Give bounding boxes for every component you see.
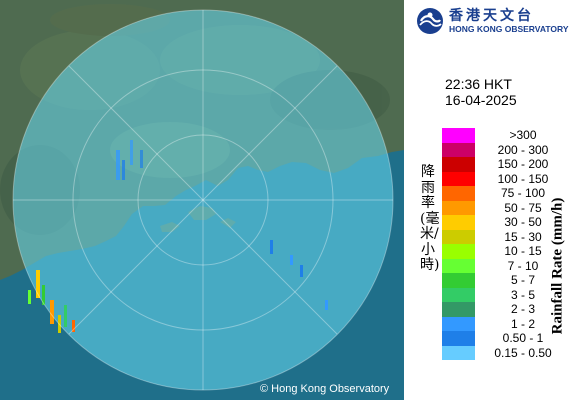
hko-logo-icon xyxy=(417,8,443,34)
legend-label: 15 - 30 xyxy=(504,229,542,244)
legend-label: 200 - 300 xyxy=(497,142,549,157)
legend-swatch xyxy=(442,171,475,186)
logo-chinese-text: 香港天文台 xyxy=(449,7,534,24)
radar-map xyxy=(0,0,404,400)
logo: 香港天文台 HONG KONG OBSERVATORY xyxy=(415,6,569,36)
legend-label: 2 - 3 xyxy=(510,302,535,316)
legend-swatch xyxy=(442,302,475,317)
legend-label: 0.15 - 0.50 xyxy=(494,345,552,360)
legend-swatch xyxy=(442,244,475,259)
legend-swatch xyxy=(442,142,475,157)
logo-english-text: HONG KONG OBSERVATORY xyxy=(449,23,569,34)
legend-panel: 香港天文台 HONG KONG OBSERVATORY 22:36 HKT 16… xyxy=(404,0,577,400)
legend-label: >300 xyxy=(509,128,537,142)
legend-swatch xyxy=(442,273,475,288)
legend-label: 7 - 10 xyxy=(507,258,539,273)
legend-swatch xyxy=(442,186,475,201)
range-rings xyxy=(12,9,394,391)
radar-coverage xyxy=(13,10,393,390)
legend-label: 75 - 100 xyxy=(500,186,546,200)
legend-label: 5 - 7 xyxy=(510,273,535,287)
legend-swatch xyxy=(442,200,475,215)
copyright-text: © Hong Kong Observatory xyxy=(260,383,390,395)
legend-title-chinese: 降雨率(毫米/小時) xyxy=(420,164,440,273)
legend-swatch xyxy=(442,215,475,230)
observation-time: 22:36 HKT xyxy=(445,76,512,92)
legend-swatch xyxy=(442,316,475,331)
legend-label: 10 - 15 xyxy=(504,244,542,258)
legend-label: 150 - 200 xyxy=(497,157,549,171)
legend-label: 0.50 - 1 xyxy=(502,331,544,345)
observation-date: 16-04-2025 xyxy=(445,92,517,108)
legend-swatch xyxy=(442,345,475,360)
legend-label: 1 - 2 xyxy=(510,316,535,331)
rain-echoes xyxy=(28,140,328,333)
legend-swatch xyxy=(442,287,475,302)
legend-label: 30 - 50 xyxy=(504,215,542,229)
legend-swatch xyxy=(442,331,475,346)
legend-label: 50 - 75 xyxy=(504,200,542,215)
legend-label: 100 - 150 xyxy=(497,171,549,186)
legend-label: 3 - 5 xyxy=(510,287,535,302)
legend-swatch xyxy=(442,258,475,273)
legend-swatch xyxy=(442,229,475,244)
legend-swatch xyxy=(442,157,475,172)
legend-swatch xyxy=(442,128,475,143)
